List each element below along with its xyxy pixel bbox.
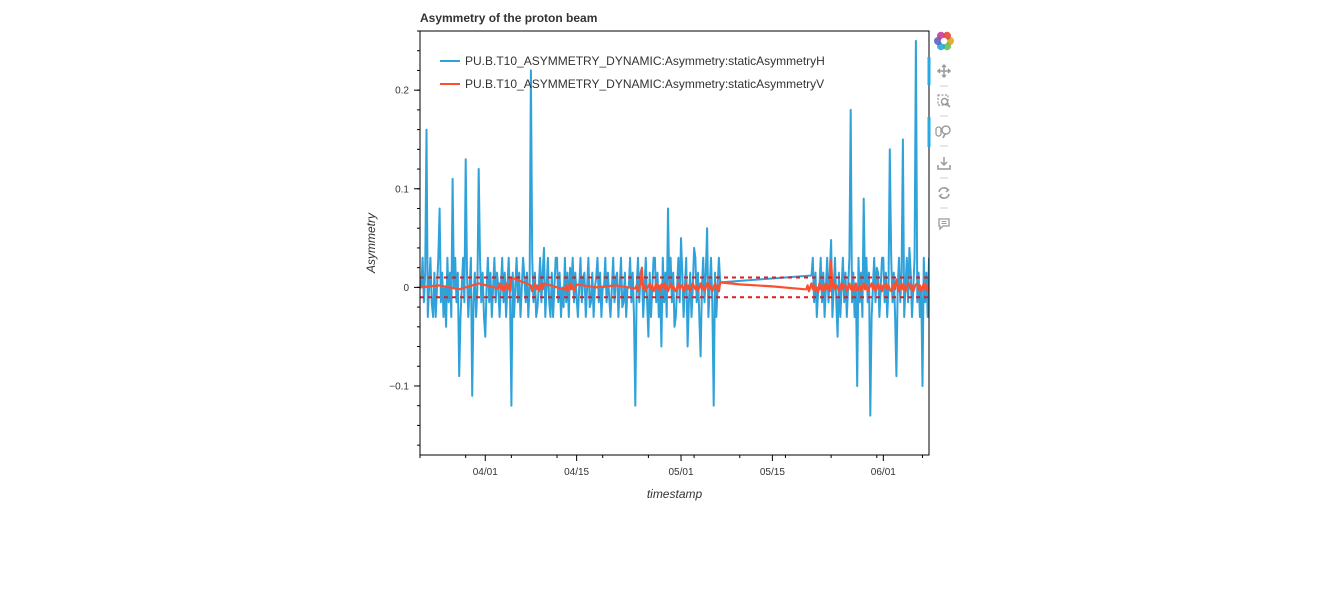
x-tick-label: 06/01 (871, 467, 896, 478)
pan-icon[interactable] (936, 63, 952, 79)
legend-item[interactable]: PU.B.T10_ASYMMETRY_DYNAMIC:Asymmetry:sta… (440, 54, 825, 68)
x-tick-label: 05/15 (760, 467, 785, 478)
legend[interactable]: PU.B.T10_ASYMMETRY_DYNAMIC:Asymmetry:sta… (440, 54, 825, 91)
x-tick-label: 04/01 (473, 467, 498, 478)
bokeh-logo-icon[interactable] (934, 31, 954, 51)
legend-label: PU.B.T10_ASYMMETRY_DYNAMIC:Asymmetry:sta… (465, 54, 825, 68)
wheel-zoom-icon[interactable] (935, 125, 951, 139)
y-tick-label: −0.1 (389, 381, 409, 392)
hover-icon[interactable] (938, 218, 950, 231)
threshold-layer (420, 276, 929, 299)
y-tick-label: 0 (403, 283, 409, 294)
series-layer (420, 39, 929, 417)
axis-layer: 04/01 04/15 05/01 05/15 06/01 −0.1 0 0.1 0.2 (389, 30, 923, 478)
series-line-asymmetry-h (420, 39, 929, 417)
reset-icon[interactable] (938, 187, 950, 199)
chart-title: Asymmetry of the proton beam (420, 11, 597, 25)
box-zoom-icon[interactable] (937, 94, 951, 108)
y-tick-label: 0.2 (395, 86, 409, 97)
legend-item[interactable]: PU.B.T10_ASYMMETRY_DYNAMIC:Asymmetry:sta… (440, 77, 824, 91)
plot-area (420, 31, 929, 455)
y-tick-label: 0.1 (395, 184, 409, 195)
x-tick-label: 05/01 (669, 467, 694, 478)
x-axis-label: timestamp (647, 487, 703, 501)
y-axis-label: Asymmetry (364, 212, 378, 274)
x-tick-label: 04/15 (564, 467, 589, 478)
series-line-asymmetry-v (420, 259, 929, 294)
plot-frame (419, 30, 930, 456)
save-icon[interactable] (937, 157, 951, 170)
legend-label: PU.B.T10_ASYMMETRY_DYNAMIC:Asymmetry:sta… (465, 77, 824, 91)
toolbar (927, 31, 954, 231)
